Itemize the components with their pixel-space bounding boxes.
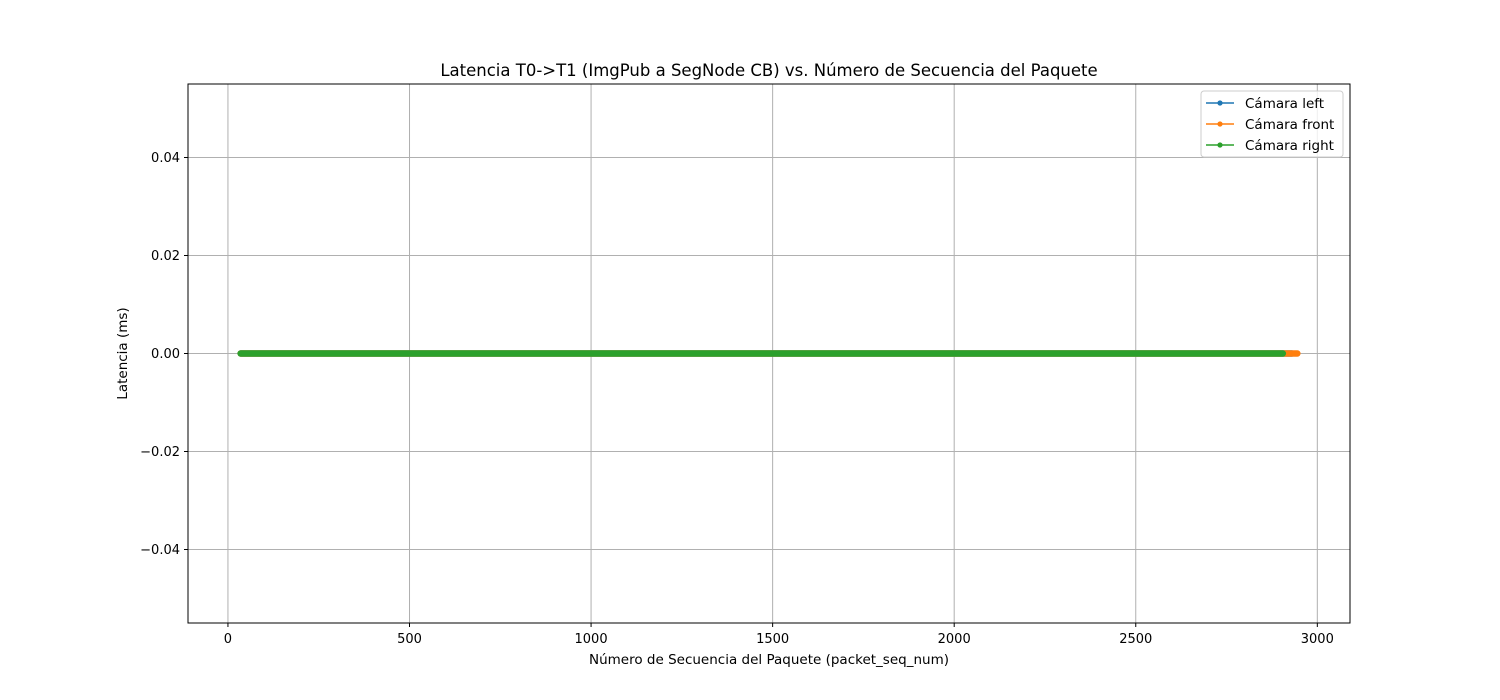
x-axis-label: Número de Secuencia del Paquete (packet_… xyxy=(589,652,949,668)
x-tick-label: 2000 xyxy=(938,632,971,647)
legend-label: Cámara front xyxy=(1245,117,1334,133)
legend-label: Cámara right xyxy=(1245,138,1334,154)
x-tick-label: 0 xyxy=(224,632,232,647)
y-tick-label: −0.04 xyxy=(140,543,180,558)
y-axis-ticks: −0.04 −0.02 0.00 0.02 0.04 xyxy=(140,151,188,558)
legend-marker xyxy=(1217,100,1223,106)
y-tick-label: 0.04 xyxy=(151,151,180,166)
x-tick-label: 1000 xyxy=(575,632,608,647)
x-tick-label: 2500 xyxy=(1119,632,1152,647)
x-axis-ticks: 0 500 1000 1500 2000 2500 3000 xyxy=(224,623,1334,647)
legend-box xyxy=(1200,90,1344,158)
y-tick-label: −0.02 xyxy=(140,445,180,460)
y-tick-label: 0.00 xyxy=(151,347,180,362)
x-tick-label: 1500 xyxy=(756,632,789,647)
x-tick-label: 3000 xyxy=(1301,632,1334,647)
y-tick-label: 0.02 xyxy=(151,249,180,264)
y-axis-label: Latencia (ms) xyxy=(115,307,131,399)
chart-title: Latencia T0->T1 (ImgPub a SegNode CB) vs… xyxy=(440,61,1097,80)
x-tick-label: 500 xyxy=(397,632,422,647)
legend-marker xyxy=(1217,142,1223,148)
legend: Cámara left Cámara front Cámara right xyxy=(1200,90,1344,158)
legend-marker xyxy=(1217,121,1223,127)
legend-label: Cámara left xyxy=(1245,96,1324,112)
